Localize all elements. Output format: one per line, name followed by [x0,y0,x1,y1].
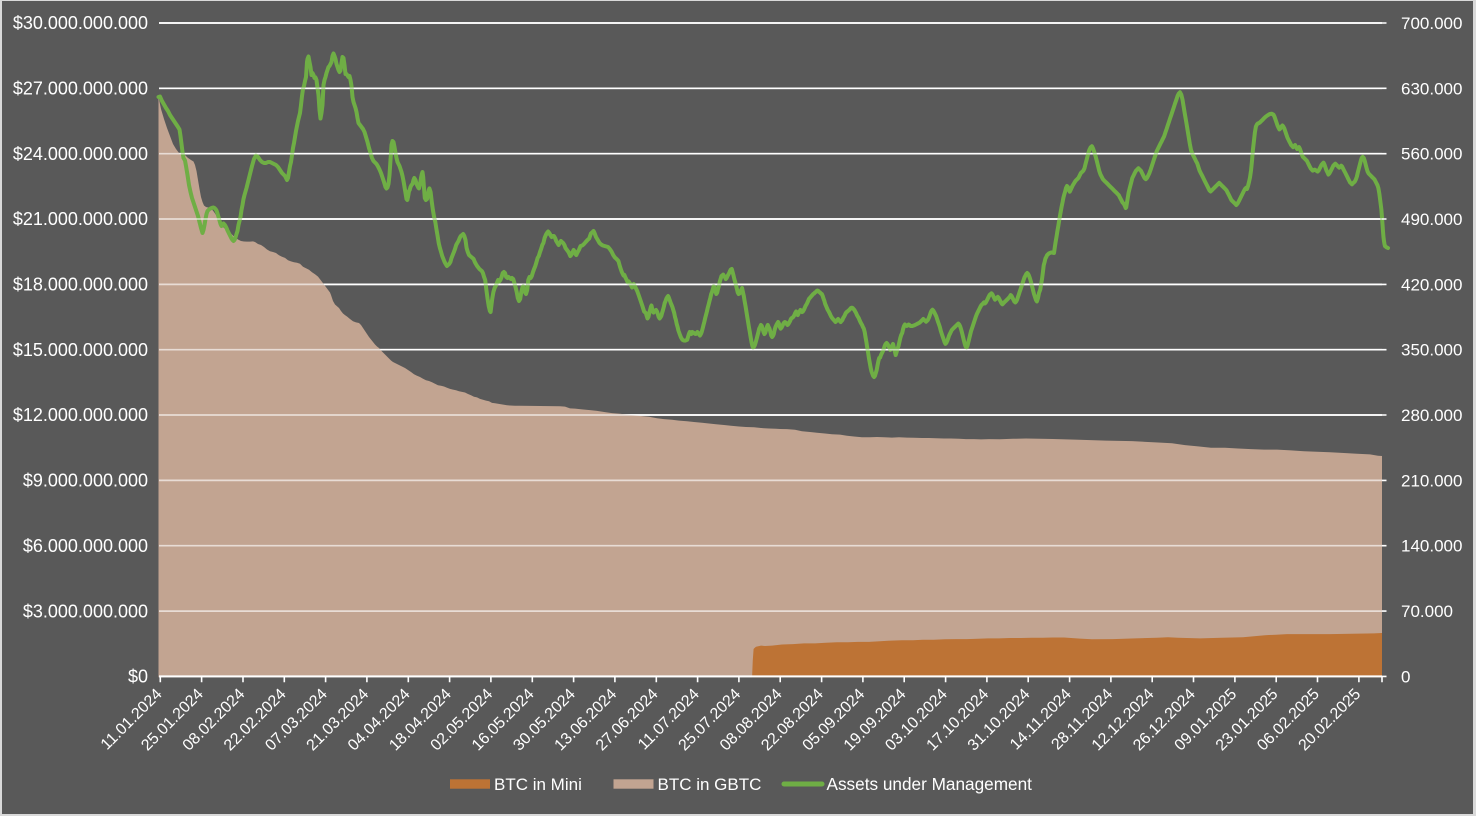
svg-text:$9.000.000.000: $9.000.000.000 [23,471,148,491]
svg-text:210.000: 210.000 [1401,471,1462,490]
svg-text:$6.000.000.000: $6.000.000.000 [23,536,148,556]
svg-text:$24.000.000.000: $24.000.000.000 [13,144,148,164]
svg-text:70.000: 70.000 [1401,602,1453,621]
svg-text:700.000: 700.000 [1401,14,1462,33]
svg-text:$21.000.000.000: $21.000.000.000 [13,209,148,229]
svg-text:350.000: 350.000 [1401,341,1462,360]
svg-text:$12.000.000.000: $12.000.000.000 [13,405,148,425]
svg-text:560.000: 560.000 [1401,145,1462,164]
svg-text:$15.000.000.000: $15.000.000.000 [13,340,148,360]
svg-text:Assets under Management: Assets under Management [827,774,1033,794]
svg-text:140.000: 140.000 [1401,537,1462,556]
svg-text:BTC in Mini: BTC in Mini [494,775,582,794]
svg-text:420.000: 420.000 [1401,275,1462,294]
svg-text:280.000: 280.000 [1401,406,1462,425]
svg-text:BTC in GBTC: BTC in GBTC [658,775,762,794]
svg-text:$3.000.000.000: $3.000.000.000 [23,601,148,621]
svg-text:$18.000.000.000: $18.000.000.000 [13,275,148,295]
svg-text:$30.000.000.000: $30.000.000.000 [13,13,148,33]
svg-text:$0: $0 [128,667,148,687]
svg-text:630.000: 630.000 [1401,79,1462,98]
svg-text:490.000: 490.000 [1401,210,1462,229]
svg-text:$27.000.000.000: $27.000.000.000 [13,79,148,99]
svg-text:0: 0 [1401,667,1410,686]
